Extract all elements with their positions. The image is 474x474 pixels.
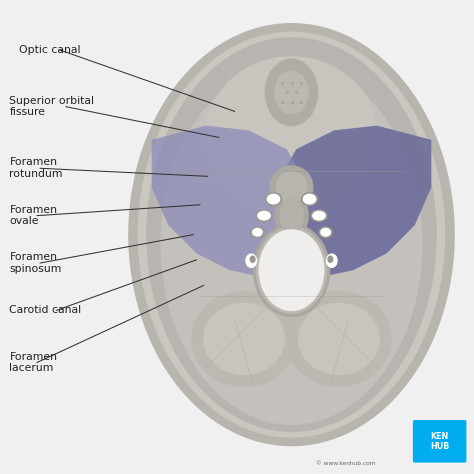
Ellipse shape [250,256,255,263]
Ellipse shape [251,227,264,237]
Ellipse shape [138,32,445,437]
Polygon shape [152,126,303,277]
Ellipse shape [253,228,262,236]
Ellipse shape [299,303,379,374]
Ellipse shape [258,211,270,220]
Ellipse shape [246,254,256,267]
Ellipse shape [301,193,318,205]
Ellipse shape [327,254,337,267]
Polygon shape [280,126,431,277]
Text: Superior orbital
fissure: Superior orbital fissure [9,96,94,118]
Ellipse shape [270,166,313,209]
Ellipse shape [147,38,436,431]
Ellipse shape [303,194,316,204]
Ellipse shape [256,210,272,221]
Ellipse shape [265,193,282,205]
Text: © www.kenhub.com: © www.kenhub.com [316,461,376,466]
Text: Foramen
spinosum: Foramen spinosum [9,252,62,274]
Ellipse shape [275,71,308,114]
Ellipse shape [204,303,284,374]
Ellipse shape [265,59,318,126]
Text: Foramen
lacerum: Foramen lacerum [9,352,57,374]
Ellipse shape [253,224,329,317]
Ellipse shape [313,211,325,220]
Ellipse shape [256,227,327,313]
Ellipse shape [276,172,307,203]
Ellipse shape [311,210,327,221]
Ellipse shape [267,194,280,204]
Ellipse shape [319,227,332,237]
Ellipse shape [328,256,333,263]
Text: Foramen
rotundum: Foramen rotundum [9,157,63,179]
Text: Optic canal: Optic canal [19,45,81,55]
Ellipse shape [192,292,296,386]
Ellipse shape [287,292,391,386]
Ellipse shape [321,228,330,236]
FancyBboxPatch shape [413,420,466,463]
Ellipse shape [259,230,324,310]
Ellipse shape [129,24,454,446]
Text: KEN
HUB: KEN HUB [430,432,449,451]
Ellipse shape [161,64,422,424]
Ellipse shape [206,57,377,213]
Ellipse shape [280,199,303,232]
Text: Foramen
ovale: Foramen ovale [9,205,57,227]
Ellipse shape [275,192,308,239]
Text: Carotid canal: Carotid canal [9,305,82,316]
